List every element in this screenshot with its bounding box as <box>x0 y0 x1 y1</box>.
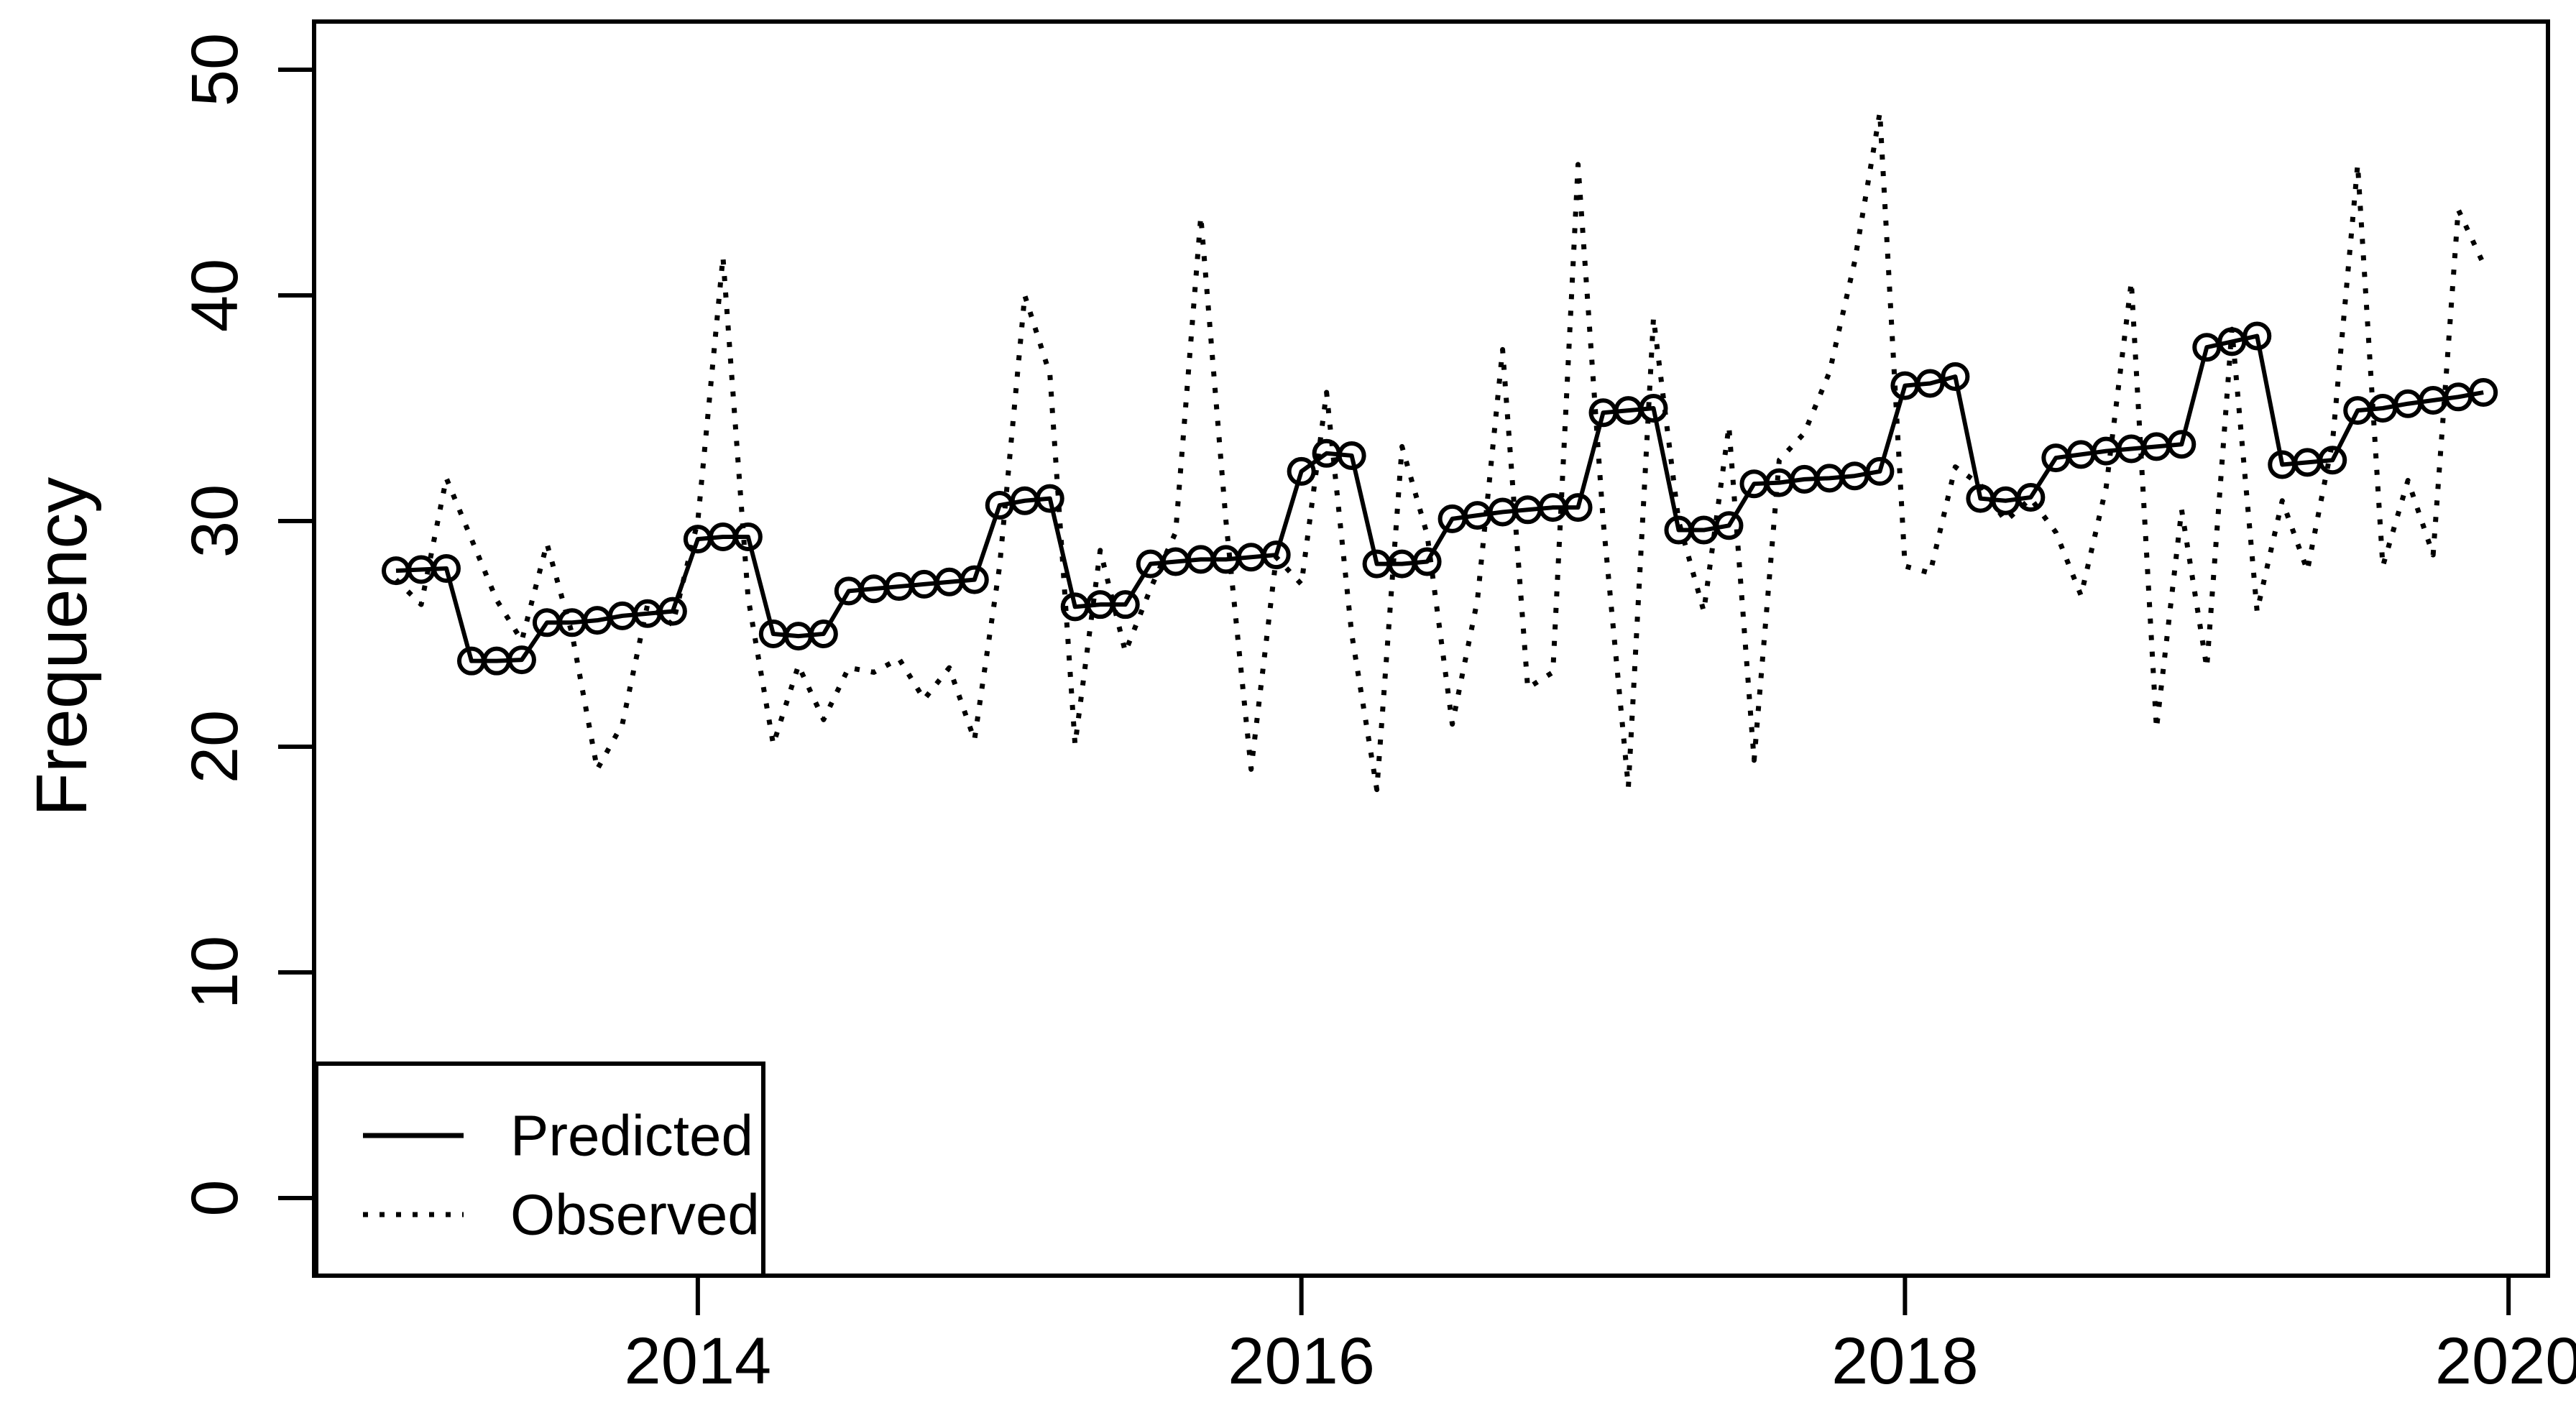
predicted-data-point-circle <box>2016 483 2046 512</box>
observed-series-line <box>394 110 2486 793</box>
predicted-data-point-circle <box>2318 446 2347 475</box>
predicted-data-point-circle <box>2242 321 2272 351</box>
predicted-data-point-circle <box>1261 540 1291 570</box>
y-axis-tick-label: 50 <box>178 33 252 106</box>
predicted-data-point-circle <box>1714 511 1744 540</box>
y-axis-tick-label: 40 <box>178 259 252 332</box>
predicted-data-point-circle <box>2469 378 2498 407</box>
legend-observed-label: Observed <box>510 1183 760 1247</box>
x-axis-tick-label: 2020 <box>2435 1325 2576 1398</box>
y-axis-tick-label: 30 <box>178 484 252 558</box>
predicted-data-point-circle <box>1287 456 1316 486</box>
y-axis-title: Frequency <box>22 477 102 816</box>
legend-predicted-label: Predicted <box>510 1104 753 1168</box>
predicted-data-point-circle <box>507 645 536 675</box>
x-axis-tick-label: 2018 <box>1831 1325 1979 1398</box>
y-axis-tick-label: 0 <box>178 1179 252 1216</box>
predicted-data-point-circle <box>2167 430 2196 459</box>
predicted-data-point-circle <box>1563 493 1593 522</box>
x-axis-tick-label: 2016 <box>1228 1325 1375 1398</box>
predicted-data-point-circle <box>1110 590 1140 620</box>
predicted-data-point-circle <box>1639 394 1668 423</box>
y-axis-tick-label: 10 <box>178 936 252 1009</box>
predicted-data-point-circle <box>431 553 461 583</box>
predicted-data-point-circle <box>658 597 687 626</box>
predicted-data-point-circle <box>809 620 838 648</box>
predicted-data-point-circle <box>1915 369 1945 398</box>
predicted-data-point-circle <box>960 565 989 594</box>
predicted-data-point-circle <box>1412 547 1442 576</box>
plot-box <box>312 19 2550 1278</box>
predicted-series-line <box>395 333 2484 663</box>
x-axis-tick-label: 2014 <box>625 1325 772 1398</box>
y-axis-tick-label: 20 <box>178 710 252 783</box>
predicted-data-point-circle <box>1035 484 1064 513</box>
legend-box <box>314 1062 765 1278</box>
predicted-data-point-circle <box>1337 441 1366 470</box>
predicted-data-point-circle <box>1865 456 1895 486</box>
predicted-data-point-circle <box>733 522 763 551</box>
predicted-data-point-circle <box>1941 362 1970 392</box>
